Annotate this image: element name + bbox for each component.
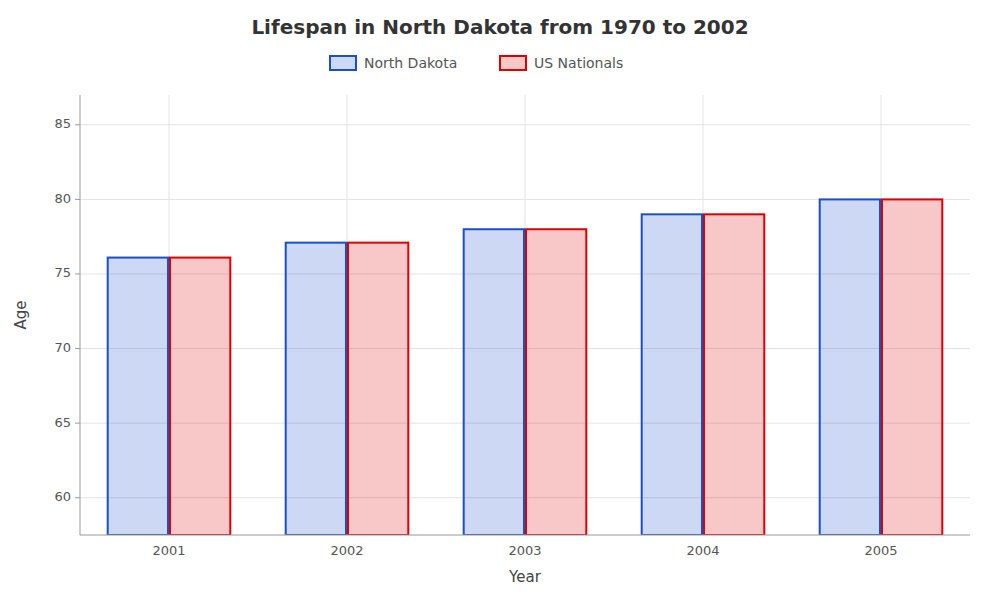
y-tick-label: 80 xyxy=(54,191,71,206)
y-tick xyxy=(75,423,80,424)
y-tick-label: 65 xyxy=(54,415,71,430)
y-tick xyxy=(75,273,80,274)
x-axis-line xyxy=(80,535,970,536)
bar xyxy=(526,229,586,535)
grid xyxy=(80,95,970,535)
legend-swatch xyxy=(330,56,356,70)
y-tick-label: 85 xyxy=(54,116,71,131)
x-tick-label: 2005 xyxy=(864,543,897,558)
bar xyxy=(348,243,408,535)
bar xyxy=(820,199,880,535)
legend-label: US Nationals xyxy=(534,55,623,71)
bars xyxy=(108,199,943,535)
y-tick xyxy=(75,497,80,498)
y-tick xyxy=(75,199,80,200)
bar xyxy=(704,214,764,535)
bar xyxy=(108,258,168,535)
bar xyxy=(642,214,702,535)
x-tick-label: 2003 xyxy=(508,543,541,558)
x-tick-label: 2002 xyxy=(330,543,363,558)
y-tick xyxy=(75,348,80,349)
legend: North Dakota US Nationals xyxy=(330,55,623,71)
x-tick-label: 2004 xyxy=(686,543,719,558)
bar xyxy=(464,229,524,535)
y-axis-label: Age xyxy=(12,300,30,329)
y-tick-label: 60 xyxy=(54,489,71,504)
x-tick-label: 2001 xyxy=(152,543,185,558)
bar xyxy=(170,258,230,535)
chart: 60 65 70 75 80 85 2001 2002 2003 2004 2005 Lifespan… xyxy=(0,0,1000,600)
chart-container: 60 65 70 75 80 85 2001 2002 2003 2004 2005 Lifespan… xyxy=(0,0,1000,600)
y-tick xyxy=(75,124,80,125)
y-tick-label: 70 xyxy=(54,340,71,355)
bar xyxy=(286,243,346,535)
title: Lifespan in North Dakota from 1970 to 20… xyxy=(251,15,748,39)
y-axis-line xyxy=(80,95,81,535)
legend-swatch xyxy=(500,56,526,70)
x-axis-label: Year xyxy=(508,568,542,586)
y-tick-label: 75 xyxy=(54,265,71,280)
legend-label: North Dakota xyxy=(364,55,457,71)
bar xyxy=(882,199,942,535)
